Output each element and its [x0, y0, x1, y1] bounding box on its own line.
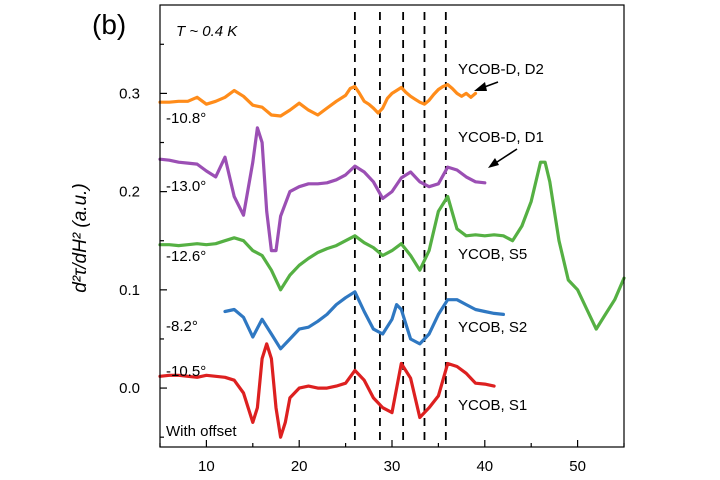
x-tick-label: 40: [476, 458, 493, 475]
angle-label-d2: -10.8°: [166, 110, 206, 127]
y-tick-label: 0.0: [119, 380, 140, 397]
dashed-reference-lines: [353, 12, 447, 445]
y-axis-ticks: 0.0 0.1 0.2 0.3: [119, 43, 167, 438]
series-line-ycob-s5: [158, 160, 626, 331]
plot-frame: [159, 4, 625, 448]
series-label-s2: YCOB, S2: [458, 319, 527, 336]
angle-label-s5: -12.6°: [166, 248, 206, 265]
angle-label-s2: -8.2°: [166, 318, 198, 335]
angle-label-s1: -10.5°: [166, 363, 206, 380]
x-tick-label: 50: [569, 458, 586, 475]
x-axis-ticks: 10 20 30 40 50: [159, 440, 625, 475]
arrow-to-d2: [474, 81, 499, 91]
arrow-to-d1: [488, 148, 518, 168]
x-tick-label: 30: [384, 458, 401, 475]
series-label-s1: YCOB, S1: [458, 397, 527, 414]
y-axis-label: d²τ/dH² (a.u.): [70, 183, 91, 293]
series-curves: [158, 82, 626, 439]
series-label-d1: YCOB-D, D1: [458, 129, 544, 146]
temperature-note: T ~ 0.4 K: [176, 23, 238, 40]
series-label-d2: YCOB-D, D2: [458, 61, 544, 78]
series-label-s5: YCOB, S5: [458, 246, 527, 263]
series-line-ycob-s2: [223, 290, 505, 351]
y-tick-label: 0.2: [119, 184, 140, 201]
x-tick-label: 20: [291, 458, 308, 475]
series-line-ycob-d-d1: [158, 126, 487, 253]
panel-label: (b): [92, 9, 126, 40]
y-tick-label: 0.1: [119, 282, 140, 299]
offset-note: With offset: [166, 423, 237, 440]
x-tick-label: 10: [198, 458, 215, 475]
series-line-ycob-s1: [158, 342, 496, 439]
y-tick-label: 0.3: [119, 85, 140, 102]
series-line-ycob-d-d2: [158, 82, 478, 118]
angle-label-d1: -13.0°: [166, 178, 206, 195]
